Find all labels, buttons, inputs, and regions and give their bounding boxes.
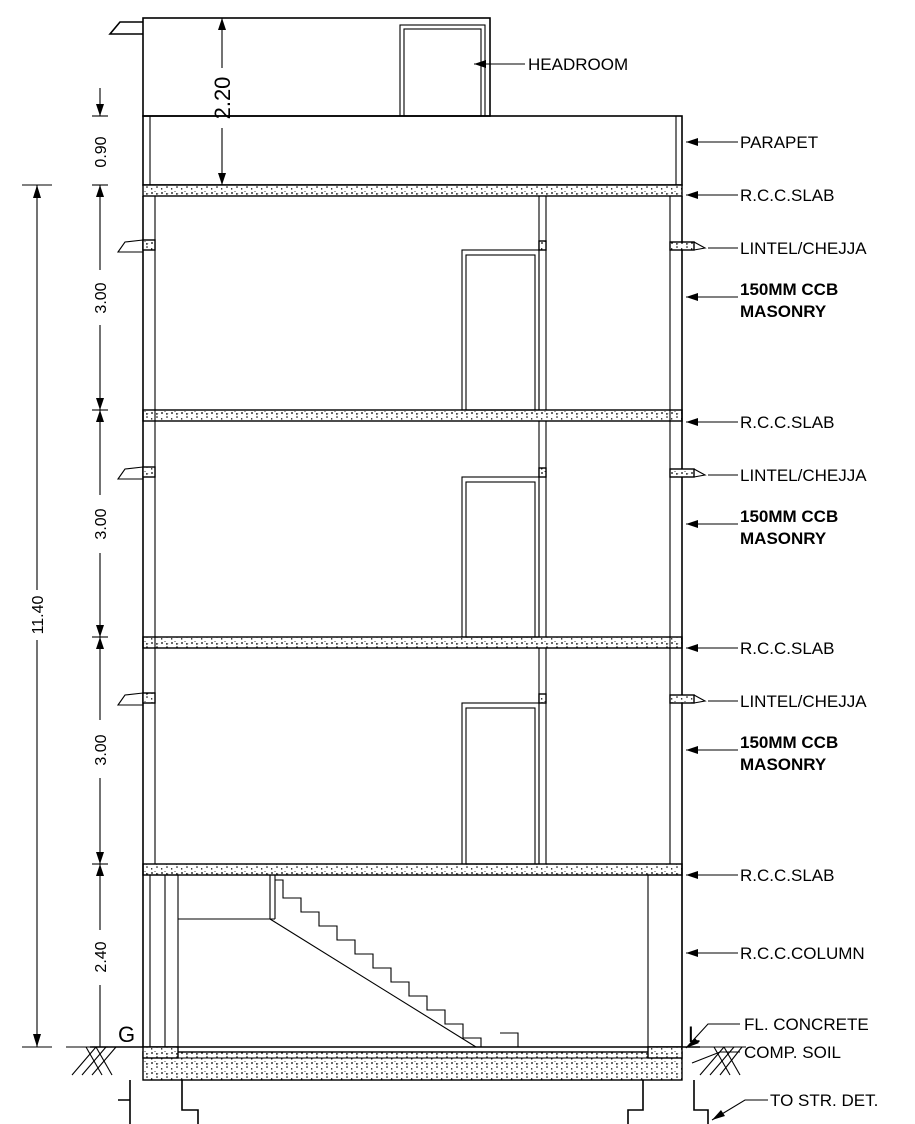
dimension-headroom: [218, 18, 226, 185]
lintel-chejja-left: [116, 239, 156, 706]
masonry-label-2-line1: 150MM CCB: [740, 507, 838, 526]
label-leaders: [474, 60, 768, 1121]
internal-partitions: [538, 196, 547, 864]
staircase: [178, 875, 519, 1048]
rcc-slab-first-floor: [142, 636, 683, 649]
grid-marker-g: G: [118, 1022, 135, 1047]
masonry-label-3-line2: MASONRY: [740, 755, 827, 774]
masonry-label-1-line2: MASONRY: [740, 302, 827, 321]
rcc-slab-roof: [142, 184, 683, 197]
dimension-total: [22, 184, 52, 1048]
rcc-slab-ground-floor: [142, 863, 683, 876]
masonry-label-3-line1: 150MM CCB: [740, 733, 838, 752]
floor-and-foundation: [90, 1046, 709, 1124]
lintel-label-2: LINTEL/CHEJJA: [740, 466, 867, 485]
dimension-headroom-label: 2.20: [210, 77, 235, 120]
rcc-slab-label-3: R.C.C.SLAB: [740, 639, 834, 658]
fl-concrete-label: FL. CONCRETE: [744, 1015, 869, 1034]
rcc-slab-label-2: R.C.C.SLAB: [740, 413, 834, 432]
lintel-label-1: LINTEL/CHEJJA: [740, 239, 867, 258]
masonry-label-1-line1: 150MM CCB: [740, 280, 838, 299]
rcc-slab-second-floor: [142, 409, 683, 422]
ground-hatching-left: [66, 1046, 143, 1076]
rcc-slab-label-4: R.C.C.SLAB: [740, 866, 834, 885]
rcc-column-label: R.C.C.COLUMN: [740, 944, 865, 963]
rcc-columns: [149, 874, 683, 1048]
ground-hatching-right: [682, 1046, 746, 1076]
lintel-label-3: LINTEL/CHEJJA: [740, 692, 867, 711]
dimension-total-label: 11.40: [30, 595, 47, 634]
lintel-chejja-right: [669, 241, 707, 704]
dimension-floor-1-label: 3.00: [93, 734, 110, 765]
parapet-label: PARAPET: [740, 133, 818, 152]
comp-soil-label: COMP. SOIL: [744, 1043, 841, 1062]
to-str-det-label: TO STR. DET.: [770, 1091, 878, 1110]
rcc-slab-label-1: R.C.C.SLAB: [740, 186, 834, 205]
headroom-structure: [108, 17, 491, 117]
dimension-floor-3-label: 3.00: [93, 282, 110, 313]
headroom-label: HEADROOM: [528, 55, 628, 74]
dimension-floor-2-label: 3.00: [93, 508, 110, 539]
masonry-label-2-line2: MASONRY: [740, 529, 827, 548]
dimension-parapet-label: 0.90: [93, 136, 110, 167]
dimension-floor-heights: [92, 88, 108, 1048]
dimension-ground-floor-label: 2.40: [93, 941, 110, 972]
grid-marker-l: L: [688, 1022, 700, 1047]
door-openings: [461, 249, 540, 865]
